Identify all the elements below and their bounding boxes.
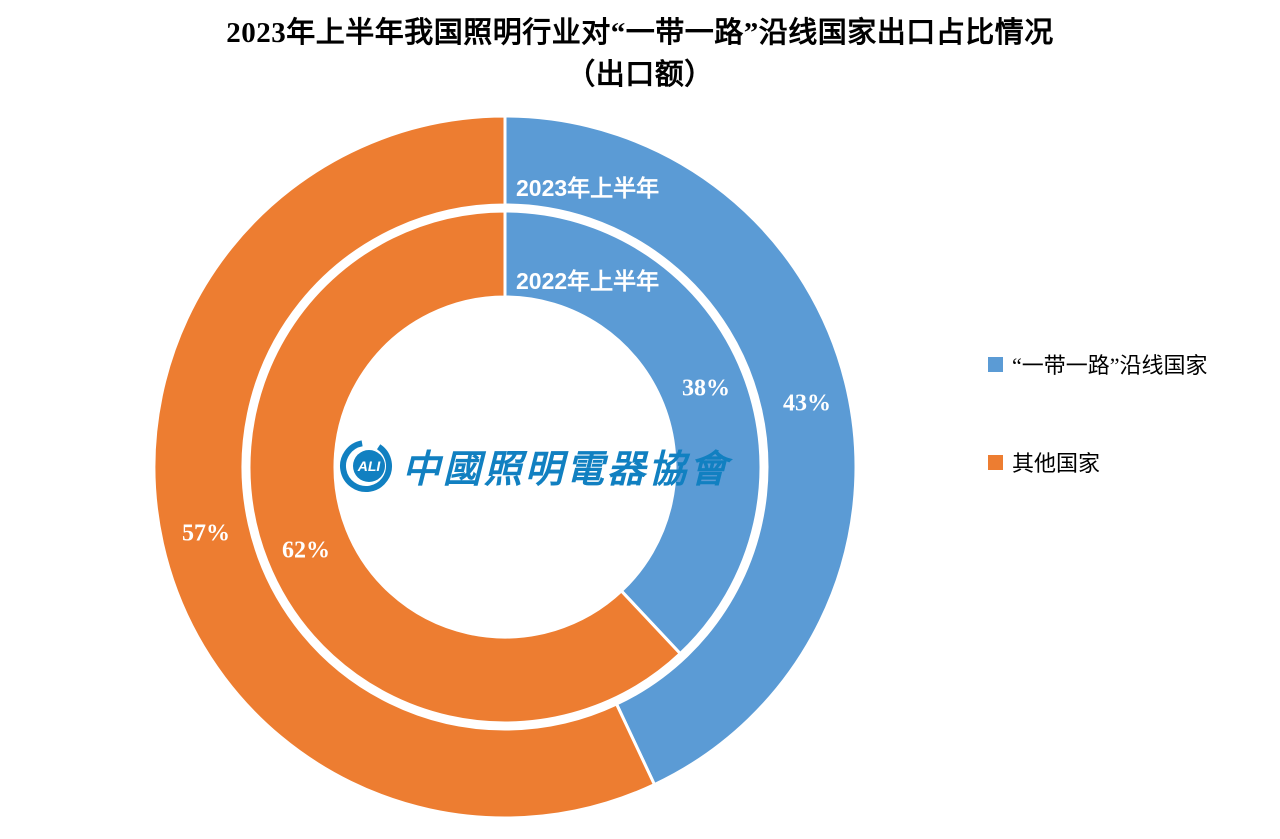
- legend-swatch-orange-icon: [988, 454, 1003, 470]
- data-label-inner-bri: 38%: [682, 375, 730, 402]
- ring-label-2022: 2022年上半年: [516, 268, 660, 294]
- ring-label-2023: 2023年上半年: [516, 175, 660, 201]
- legend-swatch-blue-icon: [988, 356, 1003, 372]
- legend-item-other: 其他国家: [988, 446, 1208, 478]
- legend-label-other: 其他国家: [1012, 451, 1101, 476]
- legend-item-bri: “一带一路”沿线国家: [988, 348, 1208, 380]
- data-label-outer-other: 57%: [182, 520, 230, 547]
- slice-inner-other: [247, 209, 682, 725]
- data-label-inner-other: 62%: [282, 537, 330, 564]
- legend-label-bri: “一带一路”沿线国家: [1012, 353, 1208, 378]
- legend: “一带一路”沿线国家 其他国家: [988, 348, 1208, 478]
- slice-outer-other: [152, 114, 656, 820]
- slice-inner-bri: [503, 209, 763, 656]
- chart-title-block: 2023年上半年我国照明行业对“一带一路”沿线国家出口占比情况 （出口额）: [0, 12, 1280, 96]
- chart-subtitle: （出口额）: [566, 59, 714, 91]
- chart-title: 2023年上半年我国照明行业对“一带一路”沿线国家出口占比情况: [226, 17, 1054, 49]
- slice-outer-bri: [503, 114, 858, 787]
- data-label-outer-bri: 43%: [783, 390, 831, 417]
